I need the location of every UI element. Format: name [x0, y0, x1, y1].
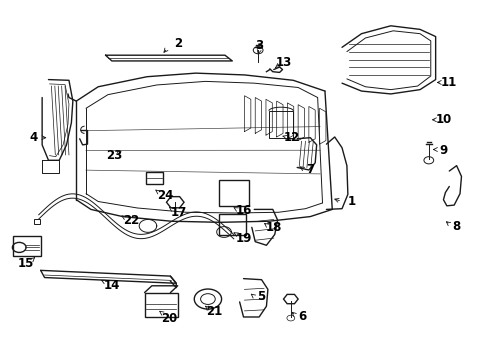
Text: 16: 16	[235, 204, 251, 217]
Text: 9: 9	[438, 144, 447, 157]
Bar	[13, 236, 41, 256]
Text: 14: 14	[103, 279, 120, 292]
Text: 8: 8	[451, 220, 460, 233]
Text: 12: 12	[284, 131, 300, 144]
Text: 6: 6	[297, 310, 305, 324]
Text: 5: 5	[257, 290, 265, 303]
Text: 2: 2	[174, 37, 183, 50]
Bar	[144, 293, 177, 317]
Text: 24: 24	[157, 189, 173, 202]
Text: 7: 7	[305, 163, 314, 176]
Text: 11: 11	[440, 76, 456, 89]
Bar	[34, 220, 40, 224]
Bar	[146, 172, 163, 184]
Bar	[219, 214, 245, 234]
Text: 18: 18	[265, 221, 282, 234]
Text: 1: 1	[347, 195, 355, 208]
Text: 10: 10	[434, 113, 450, 126]
Text: 17: 17	[170, 207, 186, 220]
Text: 20: 20	[161, 311, 177, 325]
Text: 4: 4	[30, 131, 38, 144]
Text: 21: 21	[206, 306, 222, 319]
Text: 3: 3	[255, 39, 263, 52]
Text: 23: 23	[105, 149, 122, 162]
Bar	[219, 180, 249, 206]
Text: 15: 15	[18, 257, 34, 270]
Text: 22: 22	[123, 214, 139, 227]
Bar	[268, 111, 293, 138]
Text: 13: 13	[275, 56, 291, 69]
Text: 19: 19	[235, 231, 251, 244]
